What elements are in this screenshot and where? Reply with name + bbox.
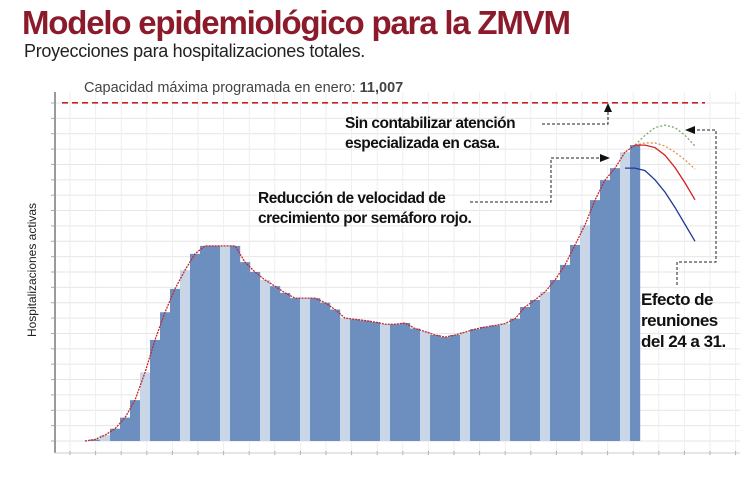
bar [280, 292, 291, 441]
red-light-annotation: Reducción de velocidad de crecimiento po… [258, 189, 472, 229]
capacity-value: 11,007 [359, 80, 404, 96]
bar [260, 279, 271, 441]
bar [110, 428, 121, 441]
bar [540, 291, 551, 441]
observed-trend-line [84, 144, 636, 442]
annotation-line: Sin contabilizar atención [345, 115, 516, 132]
bar [390, 324, 401, 441]
arrow-icon [600, 154, 610, 162]
annotation-line: del 24 a 31. [641, 332, 726, 351]
annotation-line: reuniones [641, 311, 718, 330]
bar [160, 312, 171, 441]
bar [190, 253, 201, 441]
bar [530, 299, 541, 441]
bar [330, 309, 341, 441]
gatherings-leader [676, 129, 717, 285]
bar [420, 331, 431, 441]
bar [240, 262, 251, 441]
bar [440, 337, 451, 441]
bar [550, 279, 561, 441]
chart-title: Modelo epidemiológico para la ZMVM [22, 4, 571, 41]
bar [430, 334, 441, 441]
y-axis-label: Hospitalizaciones activas [25, 203, 39, 337]
bar [170, 288, 181, 441]
bar [470, 329, 481, 441]
bar [320, 302, 331, 441]
bar [520, 307, 531, 441]
home-care-annotation: Sin contabilizar atención especializada … [345, 114, 516, 154]
annotation-line: especializada en casa. [345, 135, 500, 152]
bar [210, 245, 221, 441]
red-light-leader [470, 157, 600, 203]
bar [510, 318, 521, 441]
bar [590, 200, 601, 441]
home-care-leader [542, 112, 609, 125]
capacity-label: Capacidad máxima programada en enero: [84, 80, 360, 96]
annotation-line: Reducción de velocidad de [258, 190, 446, 207]
bar [150, 339, 161, 441]
arrow-icon [685, 126, 695, 134]
bar [610, 168, 621, 441]
bar [250, 272, 261, 441]
bar [490, 325, 501, 441]
bar [480, 327, 491, 441]
bar [630, 145, 641, 441]
bar [90, 439, 101, 441]
bar [310, 298, 321, 441]
bar [140, 372, 151, 441]
bar [570, 244, 581, 441]
bar [340, 318, 351, 441]
bar [120, 417, 131, 441]
bar [580, 224, 591, 441]
bar [500, 323, 511, 441]
bar [180, 270, 191, 441]
chart-subtitle: Proyecciones para hospitalizaciones tota… [24, 41, 365, 61]
projection-line [634, 124, 696, 147]
bar [370, 322, 381, 441]
bar [230, 245, 241, 441]
bar [100, 435, 111, 441]
annotation-line: crecimiento por semáforo rojo. [258, 210, 472, 227]
bar [270, 286, 281, 441]
projection-line [625, 167, 696, 242]
bar [300, 298, 311, 441]
capacity-annotation: Capacidad máxima programada en enero: 11… [84, 78, 403, 98]
bar [600, 180, 611, 441]
bar [350, 319, 361, 441]
arrow-icon [604, 103, 612, 112]
bar [200, 245, 211, 441]
bar [130, 400, 141, 441]
projection-line [635, 144, 696, 201]
bar [380, 324, 391, 441]
bar [360, 320, 371, 441]
bar [460, 332, 471, 441]
bar [400, 323, 411, 441]
bar [620, 152, 631, 441]
annotation-line: Efecto de [641, 290, 714, 309]
bar [290, 298, 301, 441]
bar [220, 245, 231, 441]
bar [450, 334, 461, 441]
gatherings-annotation: Efecto de reuniones del 24 a 31. [641, 289, 726, 352]
bar [410, 328, 421, 441]
bar [560, 264, 571, 441]
